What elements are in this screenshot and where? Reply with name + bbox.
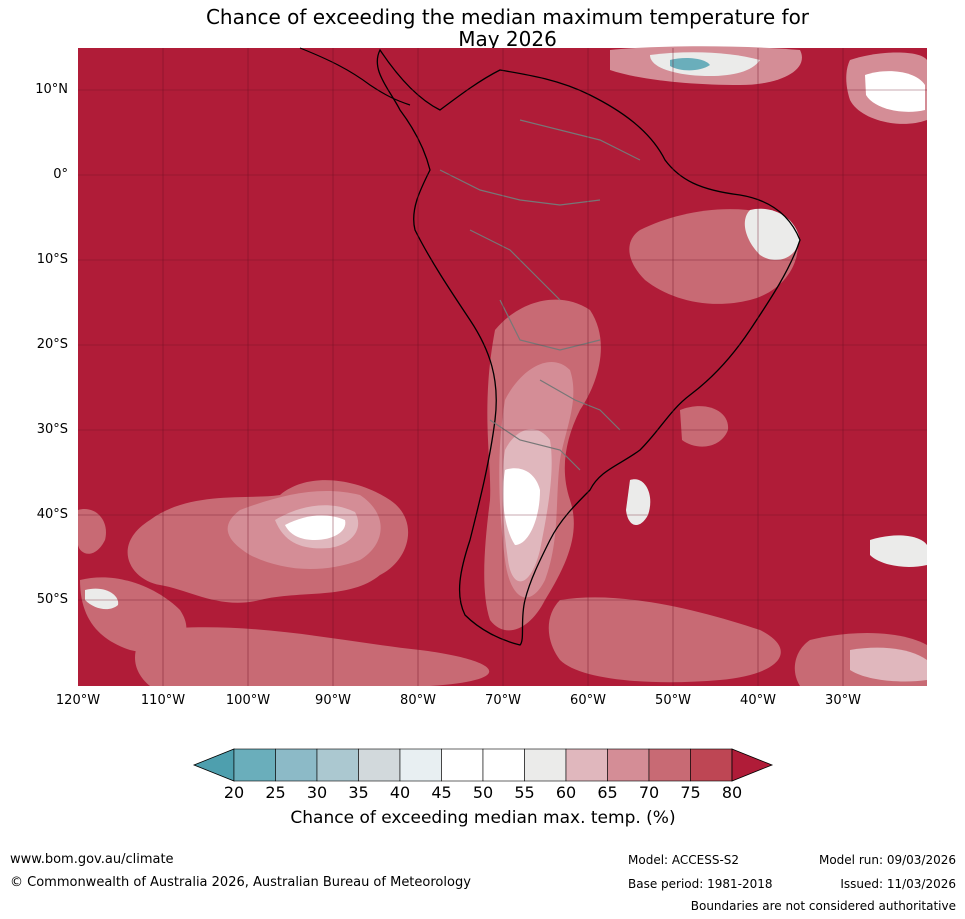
lon-label: 50°W xyxy=(655,693,691,708)
colorbar-tick: 45 xyxy=(431,783,452,802)
lat-label: 0° xyxy=(53,167,68,182)
colorbar-tick: 30 xyxy=(306,783,328,802)
lon-label: 90°W xyxy=(315,693,351,708)
colorbar-segment-50-55 xyxy=(482,748,525,782)
colorbar-tick: 70 xyxy=(638,783,660,802)
lat-label: 50°S xyxy=(36,592,68,607)
footer-issued: Issued: 11/03/2026 xyxy=(840,877,956,891)
lon-label: 100°W xyxy=(225,693,271,708)
footer-model: Model: ACCESS-S2 xyxy=(628,853,740,867)
colorbar-segment-30-35 xyxy=(316,748,359,782)
lat-label: 40°S xyxy=(36,507,68,522)
colorbar-segment-70-75 xyxy=(648,748,691,782)
colorbar-segment-20-25 xyxy=(233,748,276,782)
colorbar-tick: 20 xyxy=(223,783,245,802)
colorbar-tick: 75 xyxy=(680,783,701,802)
central-america xyxy=(299,47,411,106)
lon-label: 40°W xyxy=(740,693,776,708)
colorbar-segment-60-65 xyxy=(565,748,608,782)
probability-shading xyxy=(78,46,927,686)
colorbar-tick: 35 xyxy=(348,783,369,802)
south-america-coastline xyxy=(376,48,801,646)
colorbar-segment-45-50 xyxy=(441,748,484,782)
colorbar-segment-25-30 xyxy=(275,748,318,782)
colorbar-segment-55-60 xyxy=(524,748,567,782)
map-title-month: May 2026 xyxy=(458,27,557,51)
map-title: Chance of exceeding the median maximum t… xyxy=(205,5,810,29)
lon-label: 70°W xyxy=(485,693,521,708)
lon-label: 80°W xyxy=(400,693,436,708)
colorbar-segment-35-40 xyxy=(358,748,401,782)
lat-label: 10°S xyxy=(36,252,68,267)
colorbar-tick: 80 xyxy=(721,783,743,802)
colorbar-tick: 60 xyxy=(555,783,577,802)
lat-label: 30°S xyxy=(36,422,68,437)
footer-disclaimer: Boundaries are not considered authoritat… xyxy=(690,899,956,913)
colorbar-upper-arrow xyxy=(731,748,774,782)
lat-label: 10°N xyxy=(35,82,68,97)
footer-base-period: Base period: 1981-2018 xyxy=(628,877,773,891)
lon-label: 110°W xyxy=(140,693,186,708)
colorbar-segment-75-80 xyxy=(690,748,733,782)
colorbar-tick: 25 xyxy=(265,783,286,802)
lat-label: 20°S xyxy=(36,337,68,352)
footer-copyright: © Commonwealth of Australia 2026, Austra… xyxy=(10,875,471,890)
lon-label: 120°W xyxy=(55,693,101,708)
graticule xyxy=(78,48,927,686)
colorbar-segment-40-45 xyxy=(399,748,442,782)
lon-label: 30°W xyxy=(825,693,861,708)
colorbar-tick: 40 xyxy=(389,783,411,802)
footer-url[interactable]: www.bom.gov.au/climate xyxy=(10,852,174,867)
colorbar-segment-65-70 xyxy=(607,748,650,782)
colorbar-tick: 55 xyxy=(514,783,535,802)
colorbar-lower-arrow xyxy=(192,748,235,782)
footer-model-run: Model run: 09/03/2026 xyxy=(818,853,956,867)
colorbar-tick: 65 xyxy=(597,783,618,802)
colorbar-label: Chance of exceeding median max. temp. (%… xyxy=(290,808,676,828)
lon-label: 60°W xyxy=(570,693,606,708)
colorbar xyxy=(192,748,774,782)
colorbar-tick: 50 xyxy=(472,783,494,802)
